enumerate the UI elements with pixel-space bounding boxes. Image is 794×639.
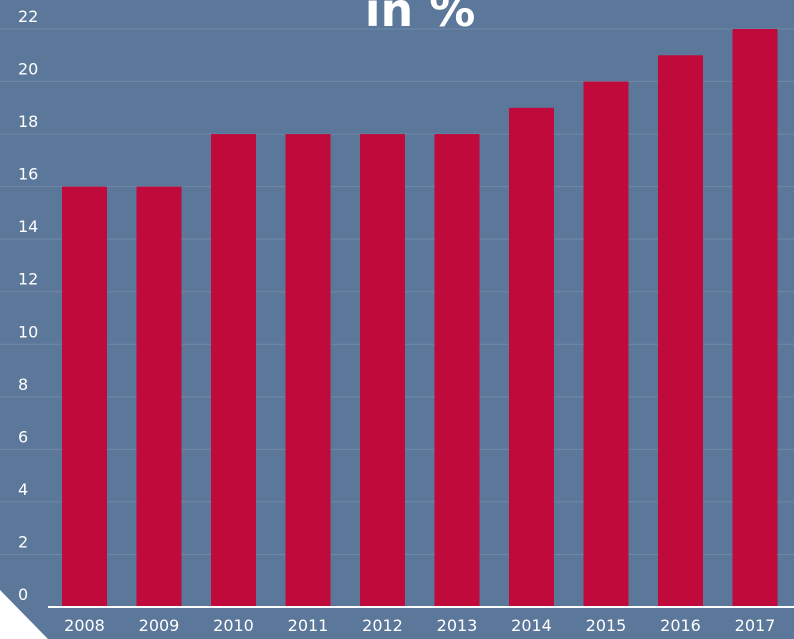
y-tick-label-18: 18 xyxy=(18,112,38,131)
y-tick-label-16: 16 xyxy=(18,165,38,184)
x-tick-label-2013: 2013 xyxy=(437,616,478,635)
x-tick-label-2012: 2012 xyxy=(362,616,403,635)
y-tick-label-22: 22 xyxy=(18,7,38,26)
y-tick-label-4: 4 xyxy=(18,480,28,499)
bar-2008 xyxy=(62,186,107,608)
y-tick-label-14: 14 xyxy=(18,217,38,236)
y-tick-label-10: 10 xyxy=(18,322,38,341)
x-tick-label-2014: 2014 xyxy=(511,616,552,635)
y-tick-label-12: 12 xyxy=(18,270,38,289)
bar-2012 xyxy=(360,134,405,607)
bar-2010 xyxy=(211,134,256,607)
bar-2011 xyxy=(285,134,331,607)
x-tick-label-2015: 2015 xyxy=(586,616,627,635)
y-tick-label-20: 20 xyxy=(18,60,38,79)
bar-2013 xyxy=(434,134,480,607)
y-axis-ticks: 0 2 4 6 8 10 12 14 16 18 20 22 xyxy=(18,7,38,604)
bars xyxy=(62,29,778,608)
x-tick-label-2010: 2010 xyxy=(213,616,254,635)
bar-2014 xyxy=(509,107,554,608)
x-tick-label-2009: 2009 xyxy=(139,616,180,635)
x-tick-label-2017: 2017 xyxy=(735,616,776,635)
x-tick-label-2011: 2011 xyxy=(288,616,329,635)
bar-2009 xyxy=(136,186,182,608)
x-tick-label-2016: 2016 xyxy=(660,616,701,635)
y-tick-label-6: 6 xyxy=(18,427,28,446)
bar-2017 xyxy=(732,29,778,607)
bar-2016 xyxy=(658,55,703,608)
bar-2015 xyxy=(583,81,629,607)
y-tick-label-0: 0 xyxy=(18,585,28,604)
x-axis-labels: 2008 2009 2010 2011 2012 2013 2014 2015 2016 2017 xyxy=(64,616,775,635)
y-tick-label-2: 2 xyxy=(18,532,28,551)
y-tick-label-8: 8 xyxy=(18,375,28,394)
corner-cutout xyxy=(0,590,48,639)
chart-title: in % xyxy=(365,0,476,37)
x-tick-label-2008: 2008 xyxy=(64,616,105,635)
